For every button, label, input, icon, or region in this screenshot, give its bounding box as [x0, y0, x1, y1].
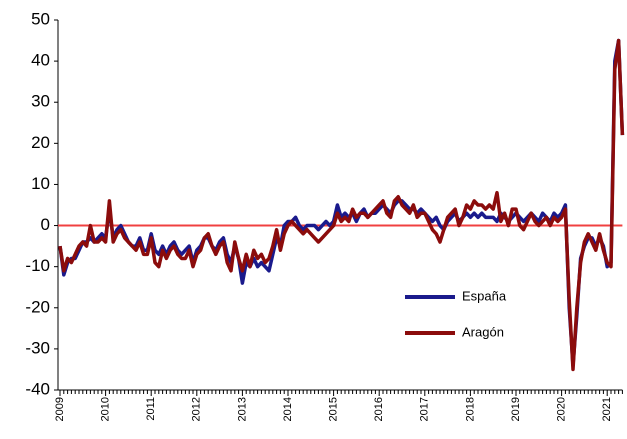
x-tick-label: 2016 — [373, 397, 385, 421]
x-tick-label: 2012 — [191, 397, 203, 421]
x-tick-label: 2010 — [100, 397, 112, 421]
x-tick-label: 2017 — [419, 397, 431, 421]
x-tick-label: 2014 — [282, 397, 294, 421]
legend-label: Aragón — [462, 324, 504, 339]
y-tick-label: 30 — [31, 92, 50, 111]
x-tick-label: 2019 — [510, 397, 522, 421]
x-tick-label: 2018 — [464, 397, 476, 421]
x-tick-label: 2021 — [601, 397, 613, 421]
x-tick-label: 2011 — [145, 397, 157, 421]
y-tick-label: -40 — [25, 379, 50, 398]
series-line — [58, 38, 625, 368]
x-tick-label: 2009 — [54, 397, 66, 421]
y-tick-label: 20 — [31, 133, 50, 152]
y-tick-label: 40 — [31, 51, 50, 70]
y-tick-label: -20 — [25, 297, 50, 316]
legend-label: España — [462, 288, 507, 303]
x-tick-label: 2013 — [236, 397, 248, 421]
y-tick-label: 10 — [31, 174, 50, 193]
y-tick-label: 50 — [31, 9, 50, 28]
series-line — [58, 38, 625, 372]
x-tick-label: 2020 — [556, 397, 568, 421]
y-tick-label: -10 — [25, 256, 50, 275]
x-tick-label: 2015 — [328, 397, 340, 421]
y-tick-label: -30 — [25, 338, 50, 357]
y-tick-label: 0 — [41, 215, 50, 234]
